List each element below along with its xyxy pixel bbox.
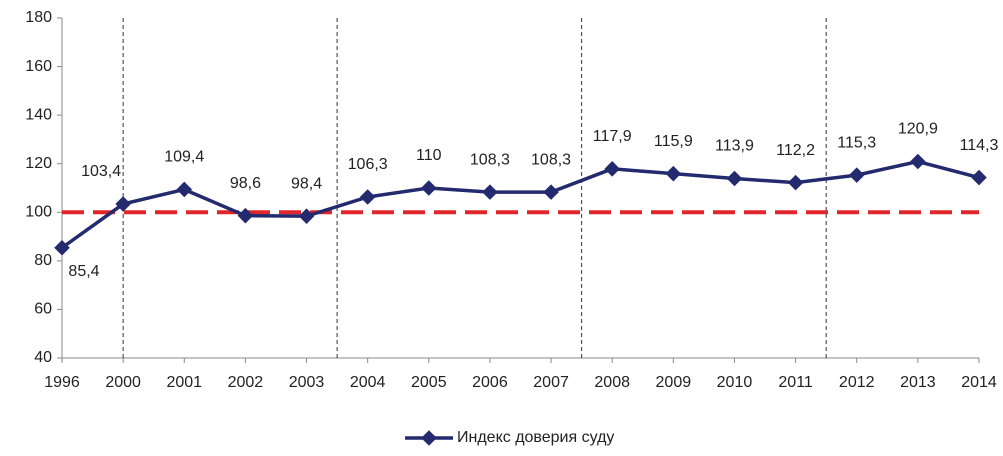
point-marker [115, 196, 131, 212]
data-label: 117,9 [593, 128, 632, 145]
x-tick-label: 1996 [44, 374, 80, 391]
y-tick-label: 140 [25, 106, 52, 123]
x-tick-label: 2013 [900, 374, 936, 391]
data-label: 98,6 [230, 175, 261, 192]
data-label: 115,9 [654, 133, 693, 150]
x-tick-label: 2010 [717, 374, 753, 391]
y-tick-label: 160 [25, 58, 52, 75]
point-marker [726, 170, 743, 187]
point-marker [665, 165, 682, 182]
x-tick-label: 2014 [961, 374, 997, 391]
data-label: 108,3 [531, 151, 571, 168]
point-marker [787, 174, 804, 191]
point-marker [482, 184, 498, 200]
data-label: 108,3 [470, 151, 510, 168]
y-tick-label: 40 [34, 349, 52, 366]
data-label: 109,4 [164, 149, 204, 166]
point-marker [848, 167, 865, 183]
point-marker [421, 180, 437, 196]
point-marker [359, 189, 376, 205]
data-label: 115,3 [837, 134, 876, 151]
data-label: 112,2 [776, 142, 815, 159]
point-marker [54, 239, 70, 256]
point-marker [910, 153, 926, 170]
y-tick-label: 80 [34, 252, 52, 269]
data-label: 85,4 [68, 263, 99, 280]
point-marker [971, 169, 987, 186]
data-label: 98,4 [291, 175, 322, 192]
x-tick-label: 2011 [778, 374, 813, 391]
x-tick-label: 2005 [411, 374, 447, 391]
data-label: 106,3 [348, 156, 388, 173]
point-marker [176, 181, 193, 198]
series-line [60, 159, 980, 250]
point-marker [298, 208, 315, 224]
x-tick-label: 2004 [350, 374, 386, 391]
data-label: 110 [416, 147, 442, 164]
x-tick-label: 2003 [289, 374, 325, 391]
y-tick-label: 120 [25, 155, 52, 172]
x-tick-label: 2002 [228, 374, 264, 391]
y-tick-label: 60 [34, 301, 52, 318]
y-tick-label: 180 [25, 9, 52, 26]
x-tick-label: 2006 [472, 374, 508, 391]
data-label: 114,3 [960, 137, 999, 154]
x-tick-label: 2009 [656, 374, 692, 391]
data-label: 120,9 [898, 121, 938, 138]
x-tick-label: 2012 [839, 374, 875, 391]
point-marker [543, 184, 559, 200]
legend-marker [421, 430, 437, 446]
data-label: 103,4 [81, 163, 121, 180]
point-marker [604, 161, 620, 177]
x-tick-label: 2007 [533, 374, 569, 391]
point-marker [237, 207, 254, 224]
legend-label: Индекс доверия суду [457, 429, 614, 446]
data-label: 113,9 [715, 138, 754, 155]
x-tick-label: 2000 [105, 374, 141, 391]
y-tick-label: 100 [25, 204, 52, 221]
x-tick-label: 2001 [166, 374, 202, 391]
x-tick-label: 2008 [594, 374, 630, 391]
